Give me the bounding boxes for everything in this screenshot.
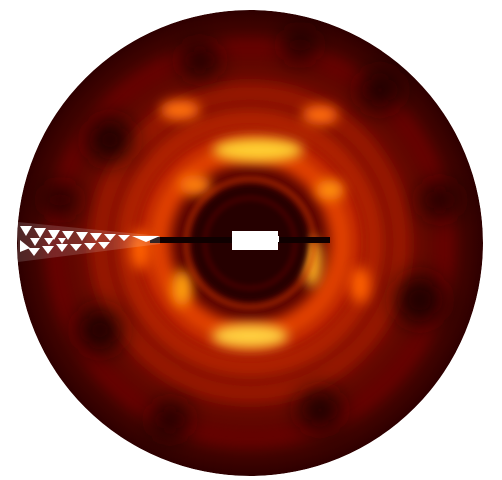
page: (() => { const data = JSON.parse(documen… [0,0,502,480]
diffraction-image [0,0,502,480]
beam-stop-tab [274,236,279,242]
beam-stop [232,231,278,250]
